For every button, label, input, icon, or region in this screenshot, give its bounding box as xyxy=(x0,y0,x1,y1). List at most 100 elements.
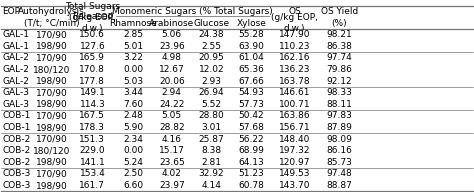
Text: 88.87: 88.87 xyxy=(327,181,353,190)
Text: 100.71: 100.71 xyxy=(279,100,310,109)
Text: Xylose: Xylose xyxy=(236,19,266,28)
Text: 229.0: 229.0 xyxy=(80,146,105,155)
Text: 61.04: 61.04 xyxy=(238,53,264,62)
Text: 153.4: 153.4 xyxy=(80,169,105,178)
Text: GAL-2: GAL-2 xyxy=(2,65,29,74)
Text: 177.8: 177.8 xyxy=(80,77,105,86)
Text: 197.32: 197.32 xyxy=(279,146,310,155)
Text: 141.1: 141.1 xyxy=(80,158,105,167)
Text: COB-2: COB-2 xyxy=(2,146,31,155)
Text: 2.94: 2.94 xyxy=(162,88,182,97)
Text: 5.06: 5.06 xyxy=(162,30,182,39)
Text: 170/90: 170/90 xyxy=(36,30,68,39)
Text: 51.23: 51.23 xyxy=(238,169,264,178)
Text: 5.52: 5.52 xyxy=(201,100,221,109)
Text: (%): (%) xyxy=(332,19,347,28)
Text: 25.87: 25.87 xyxy=(199,135,224,144)
Text: COB-2: COB-2 xyxy=(2,135,31,144)
Text: 136.23: 136.23 xyxy=(279,65,310,74)
Text: OS: OS xyxy=(288,7,301,16)
Text: COB-3: COB-3 xyxy=(2,169,31,178)
Text: 23.65: 23.65 xyxy=(159,158,185,167)
Text: 56.22: 56.22 xyxy=(238,135,264,144)
Text: 4.16: 4.16 xyxy=(162,135,182,144)
Text: 54.93: 54.93 xyxy=(238,88,264,97)
Text: Autohydrolysis: Autohydrolysis xyxy=(18,7,85,16)
Text: 180/120: 180/120 xyxy=(33,65,71,74)
Text: 86.16: 86.16 xyxy=(327,146,353,155)
Text: 24.22: 24.22 xyxy=(159,100,184,109)
Text: 64.13: 64.13 xyxy=(238,158,264,167)
Text: (T/t; °C/min): (T/t; °C/min) xyxy=(24,19,80,28)
Text: GAL-2: GAL-2 xyxy=(2,77,29,86)
Text: GAL-1: GAL-1 xyxy=(2,42,29,51)
Text: OS Yield: OS Yield xyxy=(321,7,358,16)
Text: 170/90: 170/90 xyxy=(36,88,68,97)
Text: Monomeric Sugars (% Total Sugars): Monomeric Sugars (% Total Sugars) xyxy=(112,7,273,16)
Text: 57.68: 57.68 xyxy=(238,123,264,132)
Text: 163.86: 163.86 xyxy=(279,111,310,120)
Text: 170/90: 170/90 xyxy=(36,135,68,144)
Text: 170/90: 170/90 xyxy=(36,53,68,62)
Text: 178.3: 178.3 xyxy=(80,123,105,132)
Text: 146.61: 146.61 xyxy=(279,88,310,97)
Text: GAL-2: GAL-2 xyxy=(2,53,29,62)
Text: 98.09: 98.09 xyxy=(327,135,353,144)
Text: 165.9: 165.9 xyxy=(80,53,105,62)
Text: 127.6: 127.6 xyxy=(80,42,105,51)
Text: GAL-1: GAL-1 xyxy=(2,30,29,39)
Text: 149.53: 149.53 xyxy=(279,169,310,178)
Text: 57.73: 57.73 xyxy=(238,100,264,109)
Text: 20.95: 20.95 xyxy=(199,53,224,62)
Text: 32.92: 32.92 xyxy=(199,169,224,178)
Text: 2.34: 2.34 xyxy=(123,135,143,144)
Text: 4.14: 4.14 xyxy=(201,181,221,190)
Text: 170/90: 170/90 xyxy=(36,169,68,178)
Text: COB-1: COB-1 xyxy=(2,123,31,132)
Text: 50.42: 50.42 xyxy=(238,111,264,120)
Text: 65.36: 65.36 xyxy=(238,65,264,74)
Text: 28.82: 28.82 xyxy=(159,123,184,132)
Text: GAL-3: GAL-3 xyxy=(2,100,29,109)
Text: 170.8: 170.8 xyxy=(80,65,105,74)
Text: 6.60: 6.60 xyxy=(123,181,143,190)
Text: 7.60: 7.60 xyxy=(123,100,143,109)
Text: 167.5: 167.5 xyxy=(80,111,105,120)
Text: 88.11: 88.11 xyxy=(327,100,353,109)
Text: 97.83: 97.83 xyxy=(327,111,353,120)
Text: 110.23: 110.23 xyxy=(279,42,310,51)
Text: 120.97: 120.97 xyxy=(279,158,310,167)
Text: (g/kg EOP,
d.w.): (g/kg EOP, d.w.) xyxy=(69,13,116,33)
Text: 4.98: 4.98 xyxy=(162,53,182,62)
Text: 20.06: 20.06 xyxy=(159,77,185,86)
Text: 12.02: 12.02 xyxy=(199,65,224,74)
Text: 162.16: 162.16 xyxy=(279,53,310,62)
Text: 5.01: 5.01 xyxy=(123,42,143,51)
Text: 8.38: 8.38 xyxy=(201,146,221,155)
Text: 0.00: 0.00 xyxy=(123,65,143,74)
Text: 198/90: 198/90 xyxy=(36,100,68,109)
Text: 149.1: 149.1 xyxy=(80,88,105,97)
Text: 23.96: 23.96 xyxy=(159,42,185,51)
Text: 143.70: 143.70 xyxy=(279,181,310,190)
Text: 5.03: 5.03 xyxy=(123,77,143,86)
Text: 67.66: 67.66 xyxy=(238,77,264,86)
Text: 4.02: 4.02 xyxy=(162,169,182,178)
Text: 24.38: 24.38 xyxy=(199,30,224,39)
Text: 5.05: 5.05 xyxy=(162,111,182,120)
Text: 97.74: 97.74 xyxy=(327,53,353,62)
Text: COB-2: COB-2 xyxy=(2,158,31,167)
Text: Arabinose: Arabinose xyxy=(149,19,194,28)
Text: 198/90: 198/90 xyxy=(36,181,68,190)
Text: EOP: EOP xyxy=(2,7,20,16)
Text: 98.21: 98.21 xyxy=(327,30,353,39)
Text: 3.44: 3.44 xyxy=(123,88,143,97)
Text: 151.3: 151.3 xyxy=(80,135,105,144)
Text: 198/90: 198/90 xyxy=(36,42,68,51)
Text: 156.71: 156.71 xyxy=(279,123,310,132)
Text: 87.89: 87.89 xyxy=(327,123,353,132)
Text: 2.85: 2.85 xyxy=(123,30,143,39)
Text: 60.78: 60.78 xyxy=(238,181,264,190)
Text: 2.50: 2.50 xyxy=(123,169,143,178)
Text: 86.38: 86.38 xyxy=(327,42,353,51)
